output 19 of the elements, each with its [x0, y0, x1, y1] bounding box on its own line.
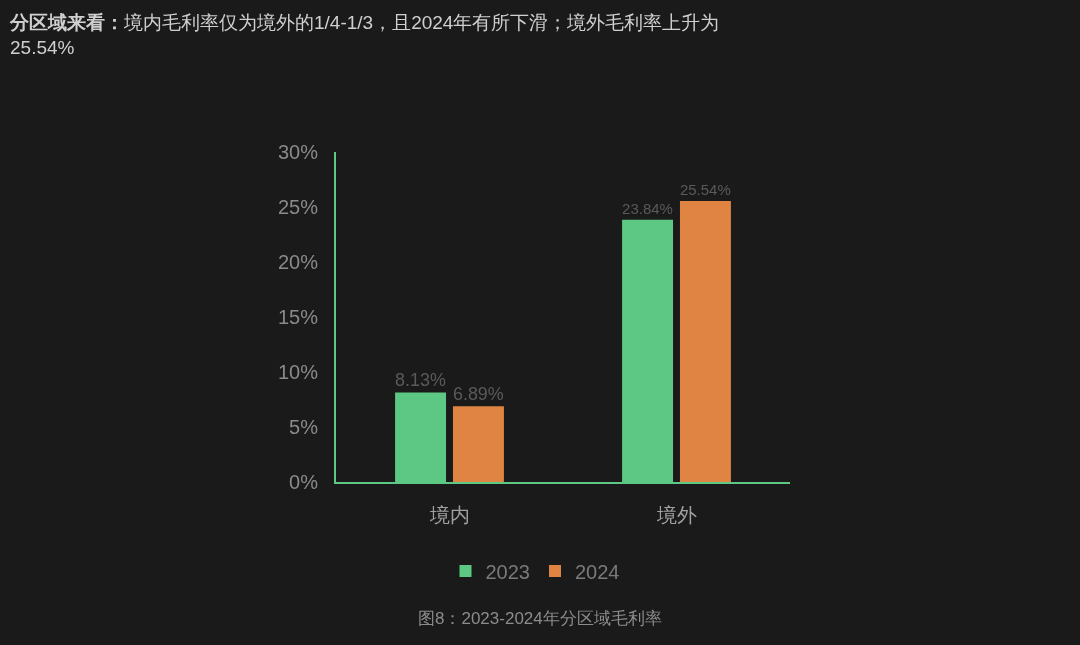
text: 分区域来看： — [9, 12, 124, 34]
bar — [452, 406, 504, 482]
y-tick-label: 15% — [277, 306, 319, 328]
y-tick-label: 5% — [289, 416, 319, 438]
x-tick-label: 境外 — [655, 504, 697, 526]
y-tick-label: 25% — [277, 196, 319, 218]
legend-label: 2024 — [575, 560, 620, 583]
data-label: 25.54% — [679, 181, 731, 199]
bar — [679, 201, 731, 482]
data-label: 23.84% — [622, 199, 673, 217]
y-tick-label: 10% — [277, 361, 319, 383]
data-label: 6.89% — [453, 383, 504, 404]
y-tick-label: 0% — [289, 471, 319, 493]
y-tick-label: 30% — [277, 141, 319, 163]
data-label: 8.13% — [395, 369, 446, 390]
y-tick-label: 20% — [277, 251, 319, 273]
caption: 图8：2023-2024年分区域毛利率 — [418, 609, 662, 628]
x-tick-label: 境内 — [428, 504, 470, 526]
legend-label: 2023 — [485, 560, 530, 583]
